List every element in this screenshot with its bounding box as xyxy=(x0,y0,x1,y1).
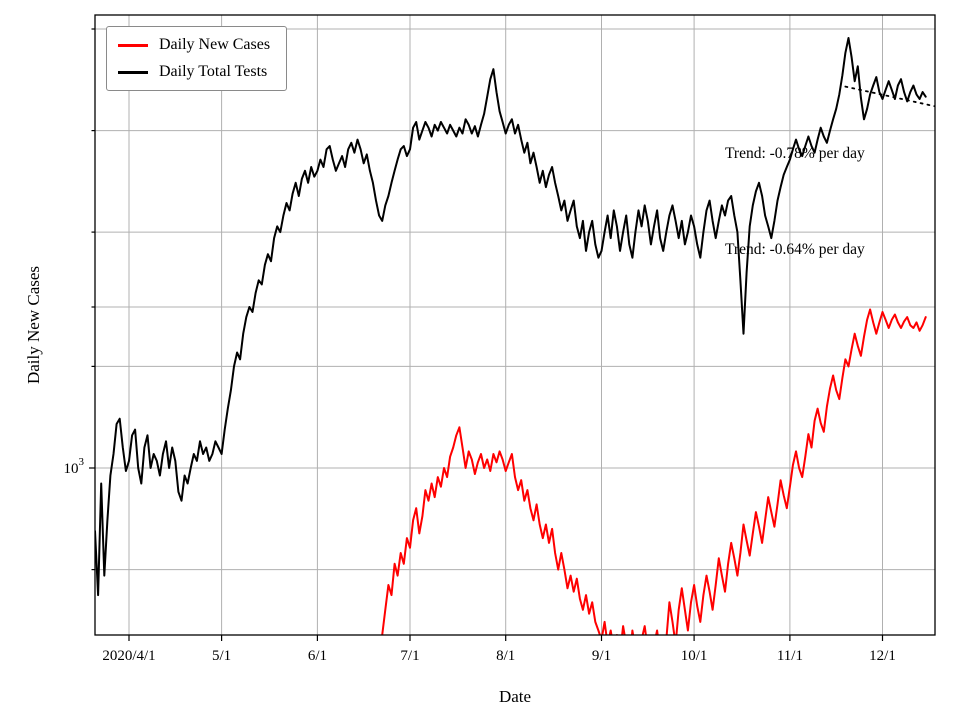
legend-item-daily-new-cases: Daily New Cases xyxy=(118,36,270,54)
chart-legend: Daily New Cases Daily Total Tests xyxy=(106,26,288,91)
x-axis-title: Date xyxy=(498,687,532,706)
legend-label-daily-new-cases: Daily New Cases xyxy=(159,36,271,53)
trend-annotation: Trend: -0.78% per day xyxy=(725,145,865,162)
series-daily-total-tests xyxy=(95,37,927,597)
x-tick-label: 5/1 xyxy=(212,648,231,664)
x-tick-label: 8/1 xyxy=(496,648,515,664)
legend-line-black-icon xyxy=(118,70,148,74)
x-tick-label: 12/1 xyxy=(869,648,896,664)
series-tests-trend-line xyxy=(844,85,935,108)
x-tick-label: 2020/4/1 xyxy=(102,648,155,664)
legend-label-daily-total-tests: Daily Total Tests xyxy=(159,63,268,80)
x-tick-label: 11/1 xyxy=(777,648,803,664)
plot-area xyxy=(95,15,935,635)
x-tick-label: 7/1 xyxy=(400,648,419,664)
legend-line-red-icon xyxy=(118,43,148,47)
y-tick-label: 103 xyxy=(64,456,85,477)
y-axis-title: Daily New Cases xyxy=(24,265,43,385)
x-tick-label: 9/1 xyxy=(592,648,611,664)
trend-annotation: Trend: -0.64% per day xyxy=(725,241,865,258)
x-tick-label: 6/1 xyxy=(308,648,327,664)
axes-frame xyxy=(94,14,936,636)
x-tick-label: 10/1 xyxy=(681,648,708,664)
series-daily-new-cases xyxy=(381,308,927,635)
legend-item-daily-total-tests: Daily Total Tests xyxy=(118,63,270,81)
